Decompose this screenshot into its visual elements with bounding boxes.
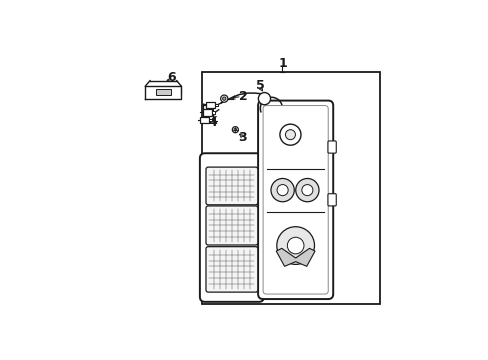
Text: 4: 4 (208, 116, 217, 129)
Bar (202, 72, 379, 304)
Circle shape (232, 127, 238, 133)
Circle shape (285, 130, 295, 140)
FancyBboxPatch shape (200, 153, 264, 302)
Circle shape (222, 97, 225, 100)
FancyBboxPatch shape (205, 247, 257, 292)
FancyBboxPatch shape (205, 167, 257, 205)
Circle shape (295, 179, 318, 202)
Text: 1: 1 (278, 58, 286, 71)
Text: 6: 6 (167, 71, 176, 84)
FancyBboxPatch shape (258, 100, 332, 299)
Circle shape (233, 128, 236, 131)
Bar (155, 89, 171, 95)
Bar (212, 111, 214, 114)
Circle shape (276, 227, 314, 264)
Bar (200, 117, 209, 123)
Bar (209, 118, 212, 121)
FancyBboxPatch shape (327, 194, 336, 206)
FancyBboxPatch shape (205, 206, 257, 245)
Text: 5: 5 (255, 79, 264, 92)
Circle shape (287, 237, 304, 254)
Circle shape (277, 185, 287, 196)
Bar (203, 109, 212, 116)
Circle shape (270, 179, 294, 202)
Text: 2: 2 (239, 90, 247, 103)
Circle shape (258, 93, 270, 105)
Bar (205, 102, 214, 108)
Text: 3: 3 (238, 131, 246, 144)
Circle shape (220, 95, 227, 102)
FancyBboxPatch shape (327, 141, 336, 153)
Circle shape (301, 185, 312, 196)
Circle shape (279, 124, 301, 145)
Bar (214, 104, 217, 107)
Polygon shape (276, 248, 314, 266)
